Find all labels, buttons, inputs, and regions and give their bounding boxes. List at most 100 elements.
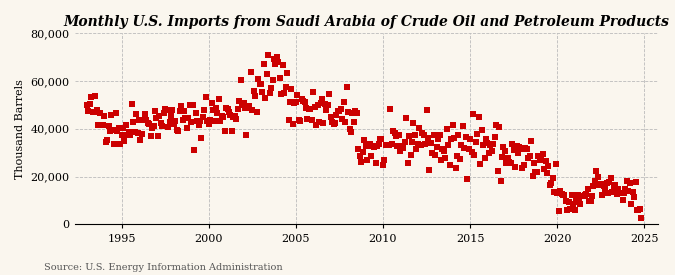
Point	[260, 95, 271, 100]
Point	[238, 101, 249, 106]
Point	[517, 166, 528, 170]
Point	[242, 105, 253, 110]
Point	[382, 142, 393, 147]
Point	[122, 133, 133, 138]
Point	[566, 192, 577, 197]
Point	[308, 90, 319, 94]
Point	[604, 180, 615, 184]
Point	[385, 106, 396, 111]
Point	[325, 115, 336, 119]
Point	[449, 136, 460, 140]
Point	[429, 133, 439, 138]
Point	[252, 76, 263, 81]
Point	[433, 137, 443, 142]
Point	[599, 186, 610, 191]
Point	[392, 144, 403, 149]
Point	[502, 156, 513, 160]
Point	[356, 160, 367, 164]
Point	[165, 114, 176, 118]
Point	[468, 112, 479, 117]
Point	[366, 154, 377, 158]
Point	[595, 182, 606, 186]
Y-axis label: Thousand Barrels: Thousand Barrels	[15, 79, 25, 179]
Point	[261, 72, 272, 76]
Point	[603, 191, 614, 195]
Point	[435, 158, 446, 162]
Point	[391, 134, 402, 138]
Point	[254, 82, 265, 87]
Point	[209, 119, 220, 123]
Point	[107, 128, 118, 132]
Point	[539, 167, 549, 171]
Point	[420, 142, 431, 146]
Point	[506, 161, 516, 165]
Point	[482, 141, 493, 145]
Point	[536, 158, 547, 162]
Point	[189, 148, 200, 152]
Point	[277, 62, 288, 67]
Point	[193, 123, 204, 127]
Point	[221, 106, 232, 110]
Point	[473, 115, 484, 119]
Point	[430, 153, 441, 157]
Point	[516, 147, 526, 151]
Point	[113, 126, 124, 130]
Point	[565, 207, 576, 211]
Point	[194, 118, 205, 123]
Point	[266, 86, 277, 90]
Point	[163, 125, 173, 129]
Point	[289, 100, 300, 105]
Point	[215, 119, 225, 123]
Point	[612, 192, 622, 197]
Point	[335, 107, 346, 111]
Point	[263, 53, 273, 57]
Point	[109, 142, 119, 146]
Point	[372, 144, 383, 148]
Point	[205, 118, 215, 123]
Point	[318, 121, 329, 125]
Point	[173, 128, 184, 133]
Point	[526, 138, 537, 143]
Point	[477, 128, 487, 132]
Point	[247, 108, 258, 112]
Point	[232, 107, 243, 112]
Point	[182, 126, 192, 131]
Point	[411, 147, 422, 151]
Point	[520, 145, 531, 150]
Point	[292, 93, 302, 98]
Point	[598, 184, 609, 189]
Point	[441, 127, 452, 131]
Point	[537, 152, 548, 156]
Point	[129, 130, 140, 134]
Point	[454, 156, 465, 161]
Point	[608, 185, 619, 190]
Point	[576, 194, 587, 199]
Point	[514, 145, 525, 149]
Point	[275, 75, 286, 80]
Point	[100, 140, 111, 144]
Point	[616, 190, 626, 195]
Point	[462, 176, 472, 181]
Point	[479, 156, 490, 161]
Point	[371, 160, 381, 165]
Point	[231, 117, 242, 121]
Point	[560, 199, 571, 203]
Point	[288, 122, 298, 126]
Point	[176, 104, 186, 108]
Point	[483, 151, 494, 156]
Point	[161, 108, 172, 112]
Point	[605, 176, 616, 180]
Point	[148, 124, 159, 128]
Point	[116, 132, 127, 137]
Point	[475, 162, 485, 167]
Point	[504, 159, 514, 164]
Point	[408, 121, 418, 125]
Point	[309, 105, 320, 109]
Point	[469, 153, 480, 157]
Point	[354, 154, 365, 158]
Point	[134, 117, 144, 122]
Point	[510, 164, 520, 169]
Point	[358, 138, 369, 142]
Point	[587, 194, 597, 198]
Point	[530, 170, 541, 174]
